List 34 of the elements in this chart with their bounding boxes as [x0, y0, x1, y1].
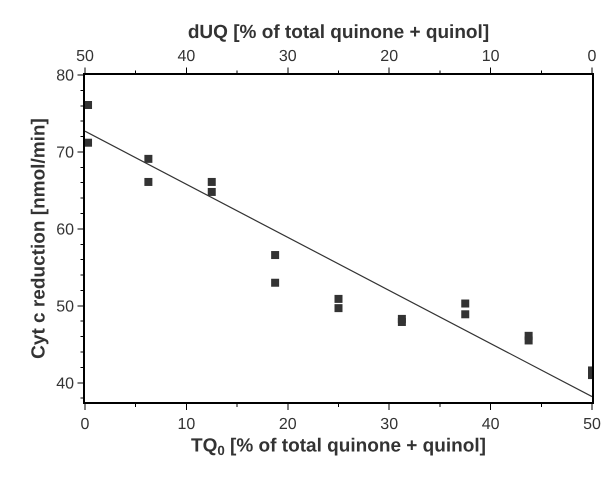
point: [461, 300, 470, 308]
y-tick-label: 40: [56, 375, 74, 392]
point: [271, 278, 280, 287]
point: [334, 304, 342, 312]
x2-tick-label: 30: [278, 48, 297, 65]
point: [461, 310, 470, 318]
x-axis-title: TQ$_{0}$ [% of total quinone + quinol]: [190, 435, 486, 458]
y-tick-label: 50: [56, 298, 74, 316]
point: [144, 178, 152, 186]
point: [144, 154, 152, 163]
x-tick-label: 20: [278, 416, 297, 433]
x2-tick-label: 10: [482, 48, 500, 65]
x2-tick-label: 50: [76, 48, 94, 65]
x-tick-label: 50: [583, 416, 601, 433]
x2-axis-title: dUQ [% of total quinone + quinol]: [188, 22, 490, 44]
point: [208, 178, 216, 186]
y-tick-label: 60: [56, 221, 74, 238]
y-axis-title: Cyt c reduction [nmol/min]: [28, 118, 50, 359]
point: [85, 138, 92, 147]
x-tick-label: 40: [482, 416, 500, 433]
point: [208, 188, 216, 196]
point: [85, 101, 92, 110]
x2-tick-label: 0: [588, 48, 597, 65]
y-tick-label: 70: [56, 144, 74, 162]
point: [271, 251, 280, 260]
x-tick-label: 0: [80, 416, 90, 433]
point: [398, 318, 406, 326]
point: [524, 336, 533, 344]
point: [334, 294, 342, 303]
x-tick-label: 10: [178, 416, 196, 433]
x2-tick-label: 20: [380, 48, 398, 65]
y-tick-label: 80: [56, 68, 74, 85]
x2-tick-label: 40: [178, 48, 196, 65]
x-tick-label: 30: [380, 416, 398, 433]
